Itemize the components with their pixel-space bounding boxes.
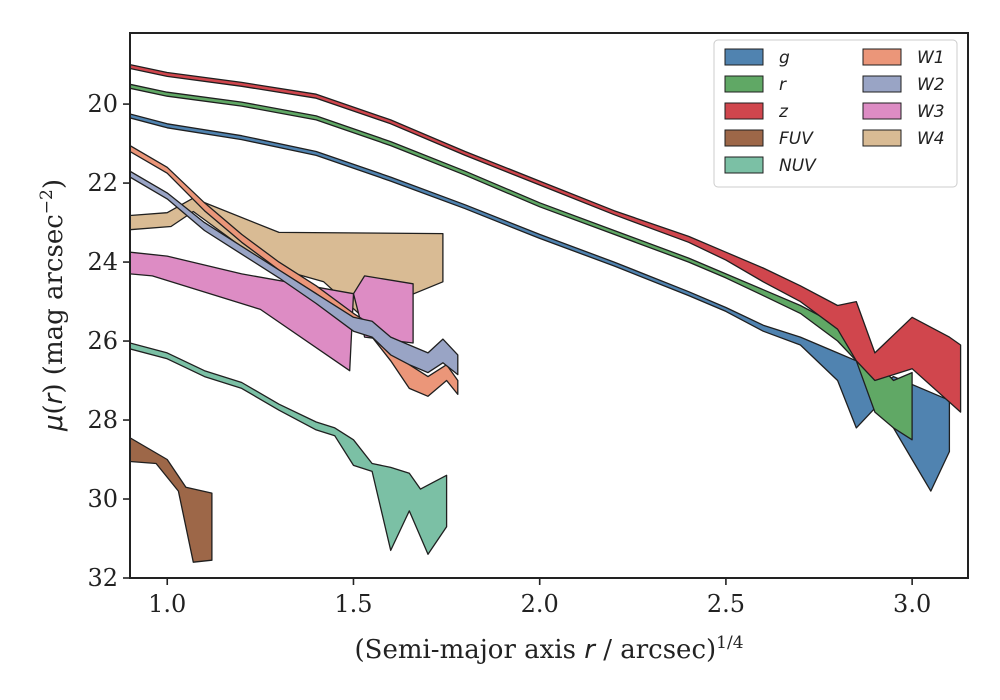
- legend-swatch-w2: [862, 75, 902, 93]
- band-z: [130, 63, 962, 413]
- legend-swatch-fuv: [724, 129, 764, 147]
- x-tick-label: 2.0: [521, 590, 559, 618]
- legend-swatch-w4: [862, 129, 902, 147]
- legend-label-fuv: FUV: [779, 129, 814, 149]
- bands-layer: [130, 63, 962, 563]
- legend-label-w2: W2: [917, 75, 945, 95]
- y-axis-label: μ(r) (mag arcsec−2): [37, 179, 69, 432]
- legend-label-r: r: [779, 75, 787, 95]
- x-tick-label: 2.5: [707, 590, 745, 618]
- band-nuv: [130, 342, 448, 555]
- legend-label-w3: W3: [917, 102, 945, 122]
- y-tick-label: 28: [87, 406, 118, 434]
- band-fuv: [130, 437, 213, 563]
- band-w2: [130, 170, 459, 376]
- x-tick-label: 3.0: [893, 590, 931, 618]
- legend-swatch-nuv: [724, 156, 764, 174]
- x-tick-label: 1.0: [148, 590, 186, 618]
- axis-ticks: 1.0 1.5 2.0 2.5 3.0 20 22 24 26 28 30 32: [87, 90, 931, 618]
- legend-swatch-r: [724, 75, 764, 93]
- plot-frame: [129, 32, 969, 579]
- legend-label-w1: W1: [917, 48, 945, 68]
- x-tick-label: 1.5: [334, 590, 372, 618]
- legend-label-w4: W4: [917, 129, 945, 149]
- x-axis-label: (Semi-major axis r / arcsec)1/4: [354, 633, 743, 665]
- legend-label-nuv: NUV: [779, 156, 817, 176]
- legend-label-z: z: [778, 102, 789, 122]
- legend-swatch-z: [724, 102, 764, 120]
- legend-swatch-g: [724, 48, 764, 66]
- y-tick-label: 24: [87, 248, 118, 276]
- y-tick-label: 20: [87, 90, 118, 118]
- legend-swatch-w3: [862, 102, 902, 120]
- y-tick-label: 32: [87, 564, 118, 592]
- y-tick-label: 30: [87, 485, 118, 513]
- y-tick-label: 26: [87, 327, 118, 355]
- band-r: [130, 83, 913, 441]
- legend-label-g: g: [779, 48, 790, 68]
- band-g: [130, 113, 951, 492]
- legend-swatch-w1: [862, 48, 902, 66]
- legend: grz FUV NUV W1 W2 W3 W4: [713, 39, 958, 188]
- y-tick-label: 22: [87, 169, 118, 197]
